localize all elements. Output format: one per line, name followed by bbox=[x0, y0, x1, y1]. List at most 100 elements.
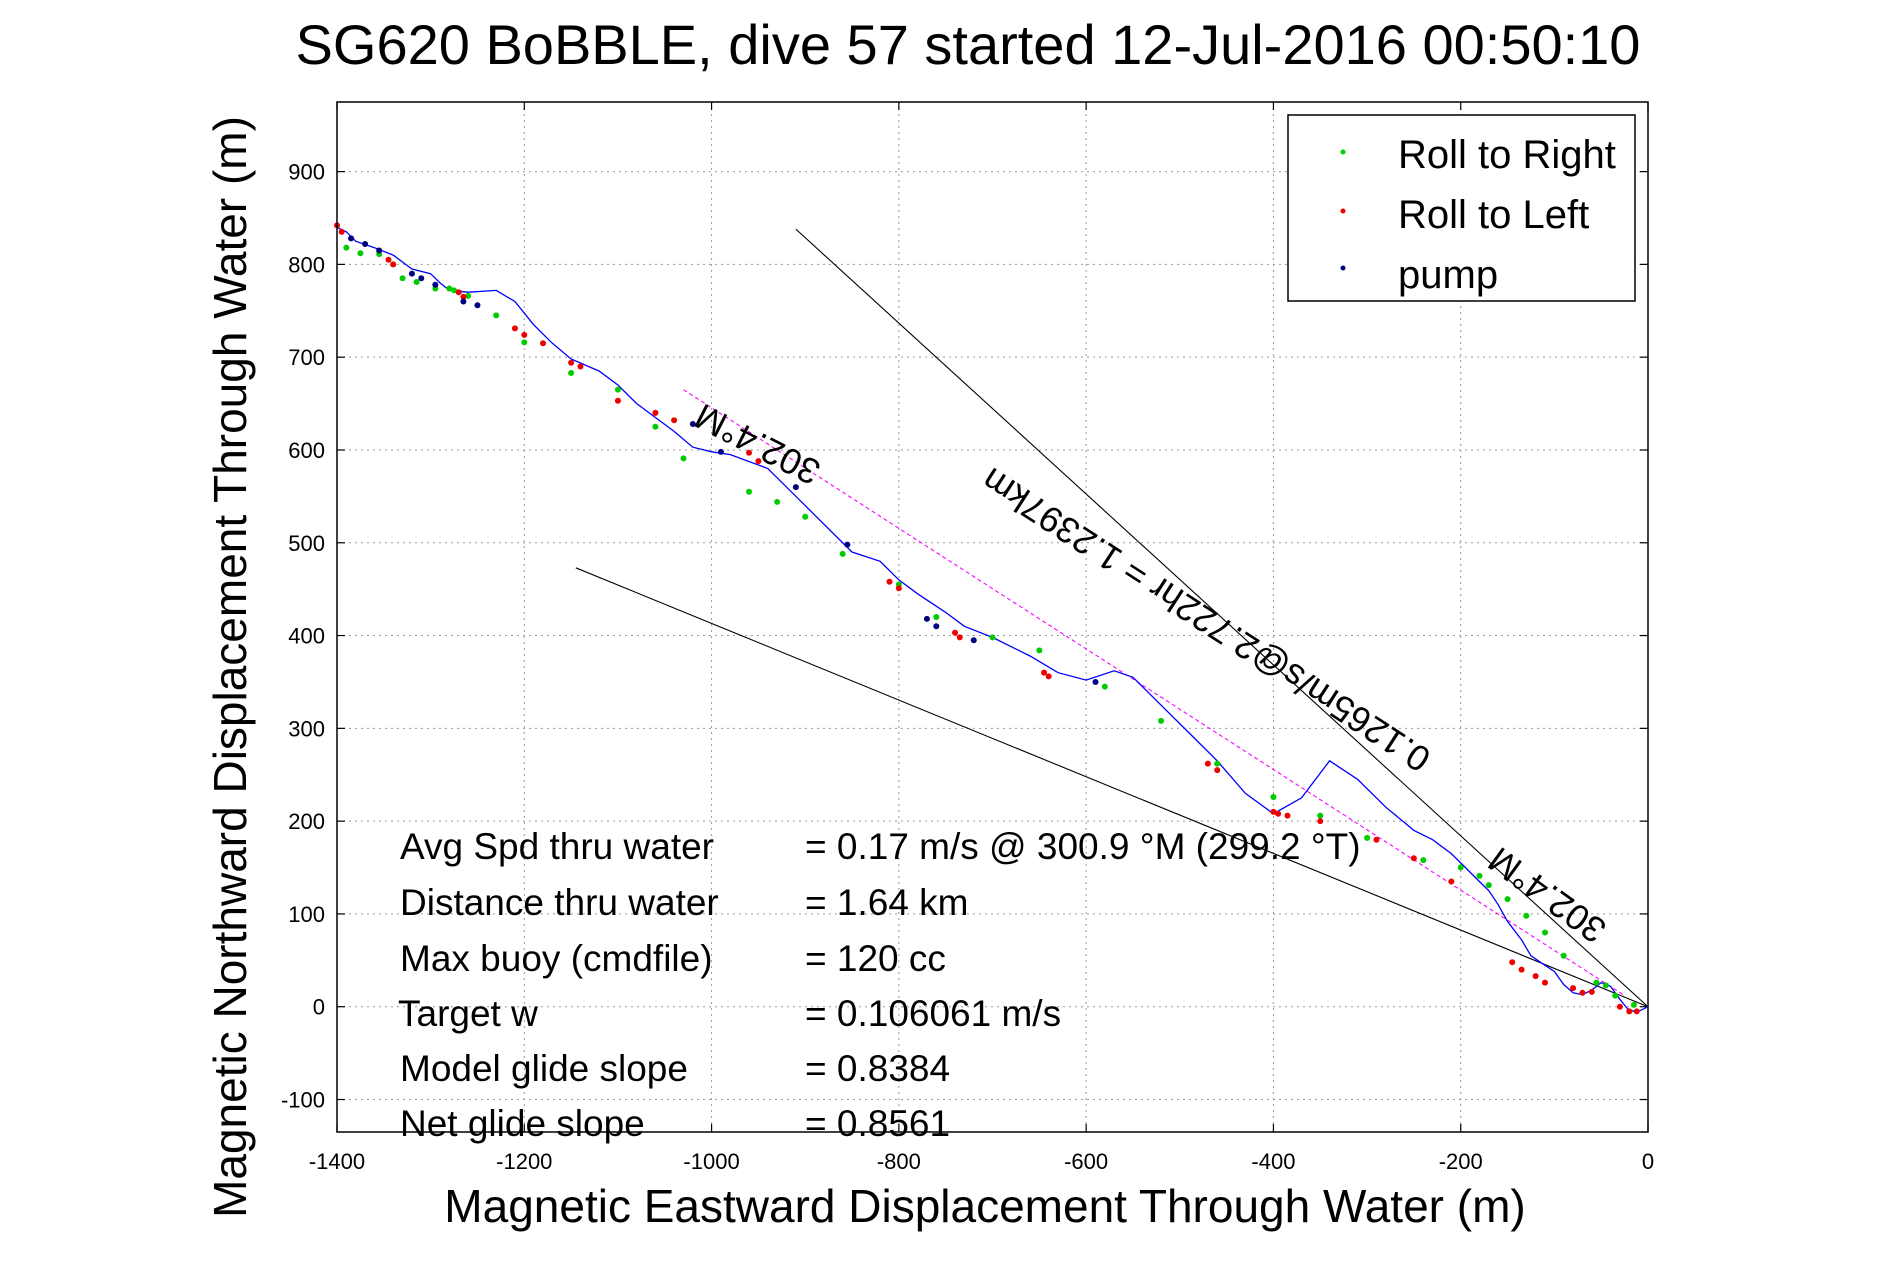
roll-right-point bbox=[521, 339, 528, 346]
y-tick-label: 600 bbox=[288, 438, 325, 463]
legend-marker-roll-right bbox=[1340, 149, 1346, 155]
roll-right-point bbox=[357, 250, 364, 257]
y-axis-label: Magnetic Northward Displacement Through … bbox=[204, 116, 256, 1218]
pump-point bbox=[1092, 678, 1099, 685]
y-tick-label: 200 bbox=[288, 809, 325, 834]
roll-left-point bbox=[521, 331, 528, 338]
roll-left-point bbox=[1579, 989, 1586, 996]
roll-right-point bbox=[343, 244, 350, 251]
roll-right-point bbox=[493, 312, 500, 319]
roll-left-point bbox=[568, 359, 575, 366]
roll-left-point bbox=[755, 458, 762, 465]
pump-point bbox=[923, 615, 930, 622]
pump-point bbox=[933, 623, 940, 630]
roll-right-point bbox=[1612, 992, 1619, 999]
pump-point bbox=[418, 275, 425, 282]
roll-left-point bbox=[1204, 760, 1211, 767]
stat-label-max-buoy: Max buoy (cmdfile) bbox=[400, 938, 713, 979]
roll-left-point bbox=[1410, 855, 1417, 862]
roll-right-point bbox=[1593, 979, 1600, 986]
roll-left-point bbox=[746, 449, 753, 456]
roll-left-point bbox=[540, 340, 547, 347]
marker-layer bbox=[334, 222, 1640, 1015]
roll-left-point bbox=[1633, 1008, 1640, 1015]
roll-left-point bbox=[886, 578, 893, 585]
roll-right-point bbox=[446, 285, 453, 292]
stat-label-avg-speed: Avg Spd thru water bbox=[400, 826, 714, 867]
x-axis-label: Magnetic Eastward Displacement Through W… bbox=[444, 1180, 1525, 1232]
pump-point bbox=[717, 448, 724, 455]
pump-point bbox=[376, 247, 383, 254]
roll-left-point bbox=[1509, 959, 1516, 966]
stat-value-distance: = 1.64 km bbox=[805, 882, 969, 923]
pump-point bbox=[408, 270, 415, 277]
x-tick-labels: -1400 -1200 -1000 -800 -600 -400 -200 0 bbox=[309, 1149, 1654, 1174]
roll-right-point bbox=[652, 423, 659, 430]
roll-right-point bbox=[1504, 896, 1511, 903]
roll-right-point bbox=[1523, 912, 1530, 919]
roll-right-point bbox=[1560, 952, 1567, 959]
y-tick-labels: -100 0 100 200 300 400 500 600 700 800 900 bbox=[281, 160, 325, 1113]
roll-right-point bbox=[1602, 982, 1609, 989]
pump-point bbox=[844, 541, 851, 548]
roll-left-point bbox=[1541, 979, 1548, 986]
roll-right-point bbox=[1317, 812, 1324, 819]
roll-left-point bbox=[895, 585, 902, 592]
roll-left-point bbox=[1532, 973, 1539, 980]
roll-right-point bbox=[465, 292, 472, 299]
roll-right-point bbox=[1476, 872, 1483, 879]
x-tick-label: -200 bbox=[1439, 1149, 1483, 1174]
track-line bbox=[336, 226, 1649, 1013]
roll-left-point bbox=[1518, 966, 1525, 973]
roll-right-point bbox=[802, 513, 809, 520]
roll-right-point bbox=[1457, 864, 1464, 871]
roll-left-point bbox=[1317, 818, 1324, 825]
legend-marker-pump bbox=[1340, 265, 1346, 271]
roll-left-point bbox=[1270, 808, 1277, 815]
roll-right-point bbox=[839, 550, 846, 557]
roll-left-point bbox=[1626, 1008, 1633, 1015]
roll-right-point bbox=[451, 287, 458, 294]
roll-left-point bbox=[1570, 985, 1577, 992]
roll-right-point bbox=[1270, 794, 1277, 801]
legend-marker-roll-left bbox=[1340, 208, 1346, 214]
y-tick-label: 400 bbox=[288, 624, 325, 649]
guide-line bbox=[683, 389, 1625, 997]
roll-right-point bbox=[1036, 647, 1043, 654]
roll-left-point bbox=[956, 634, 963, 641]
legend-label-pump: pump bbox=[1398, 253, 1498, 297]
roll-left-point bbox=[1616, 1003, 1623, 1010]
roll-left-point bbox=[1284, 812, 1291, 819]
pump-point bbox=[792, 484, 799, 491]
roll-left-point bbox=[390, 261, 397, 268]
tracks bbox=[336, 226, 1649, 1013]
roll-right-point bbox=[933, 614, 940, 620]
legend-box bbox=[1287, 114, 1636, 302]
y-tick-label: -100 bbox=[281, 1088, 325, 1113]
roll-left-point bbox=[1214, 767, 1221, 774]
y-tick-label: 100 bbox=[288, 902, 325, 927]
roll-right-point bbox=[1630, 1001, 1637, 1008]
pump-point bbox=[970, 637, 977, 644]
roll-right-point bbox=[680, 455, 687, 462]
x-tick-label: -600 bbox=[1064, 1149, 1108, 1174]
stat-value-max-buoy: = 120 cc bbox=[805, 938, 946, 979]
stat-value-model-glide: = 0.8384 bbox=[805, 1048, 950, 1089]
stat-value-target-w: = 0.106061 m/s bbox=[805, 993, 1061, 1034]
pump-point bbox=[474, 302, 481, 309]
roll-left-point bbox=[460, 293, 467, 300]
y-tick-label: 900 bbox=[288, 160, 325, 185]
stat-value-net-glide: = 0.8561 bbox=[805, 1103, 950, 1144]
roll-left-point bbox=[455, 289, 462, 296]
roll-right-point bbox=[1101, 683, 1108, 690]
legend: Roll to Right Roll to Left pump bbox=[1287, 114, 1636, 302]
pump-point bbox=[348, 235, 355, 242]
stat-label-net-glide: Net glide slope bbox=[400, 1103, 645, 1144]
roll-left-point bbox=[577, 363, 584, 370]
stat-value-avg-speed: = 0.17 m/s @ 300.9 °M (299.2 °T) bbox=[805, 826, 1361, 867]
roll-left-point bbox=[385, 256, 392, 263]
roll-left-point bbox=[1373, 836, 1380, 843]
y-tick-label: 300 bbox=[288, 716, 325, 741]
roll-right-point bbox=[399, 275, 406, 282]
y-tick-label: 800 bbox=[288, 252, 325, 277]
